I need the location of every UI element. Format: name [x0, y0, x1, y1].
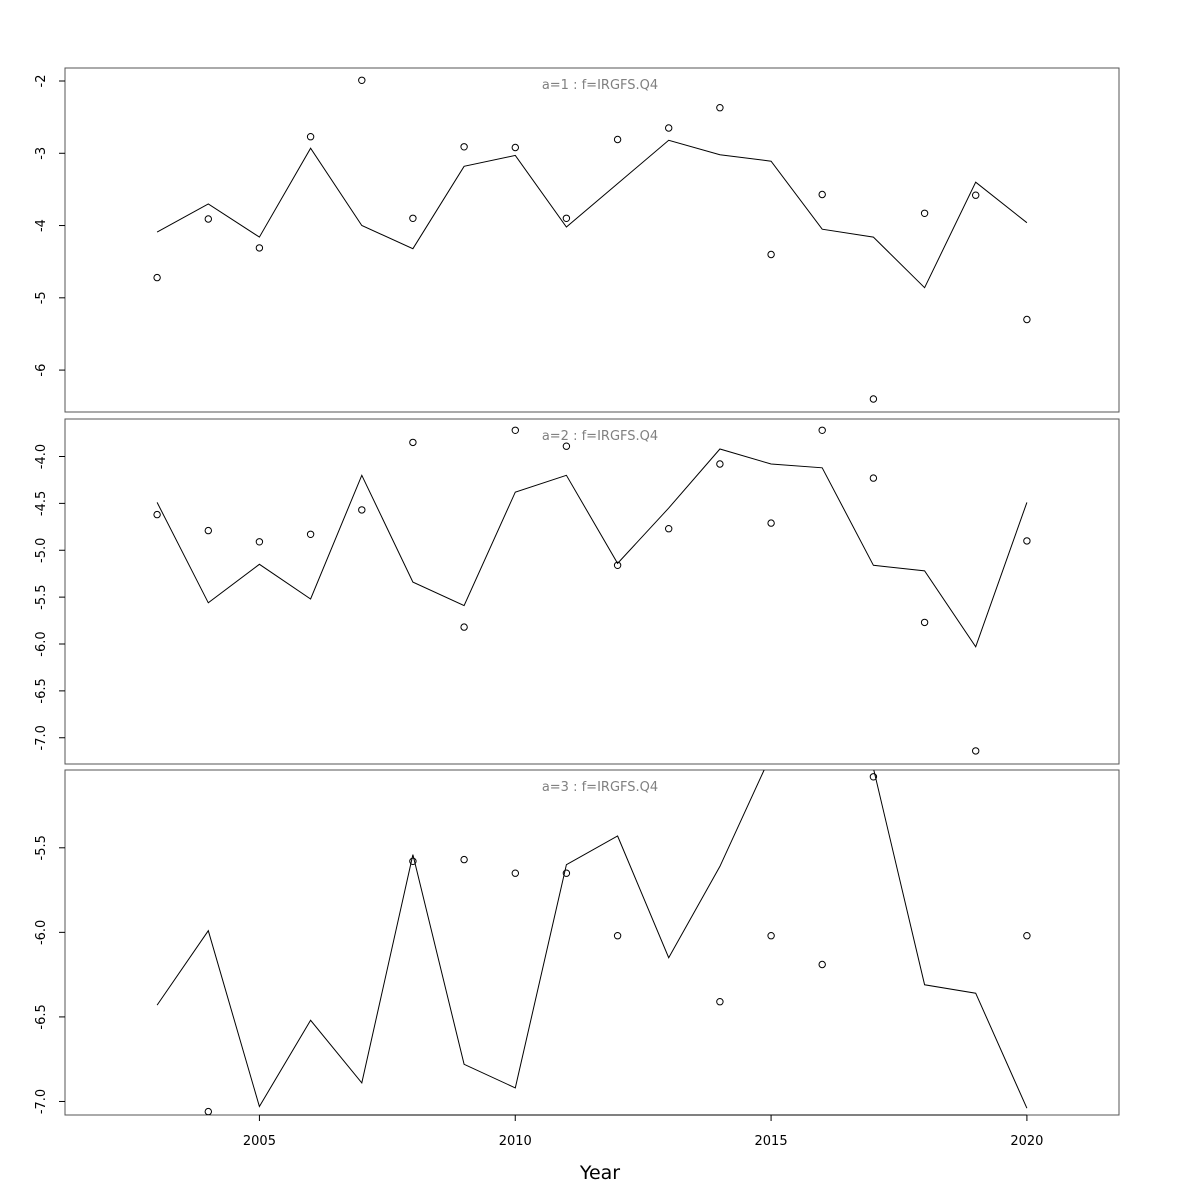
y-tick-label: -3: [34, 147, 49, 160]
y-tick-label: -6.0: [34, 631, 49, 656]
observed-point: [1023, 932, 1031, 940]
observed-point: [613, 135, 622, 144]
panel-frame: [64, 418, 1120, 765]
y-tick-label: -4.5: [34, 491, 49, 516]
observed-point: [511, 426, 519, 434]
y-tick-label: -7.0: [34, 725, 49, 750]
observed-point: [665, 525, 673, 533]
panel-frame: [64, 67, 1120, 413]
observed-point: [1023, 315, 1031, 324]
y-tick-label: -5.5: [34, 835, 49, 860]
y-tick-label: -6.5: [34, 1004, 49, 1029]
observed-point: [255, 538, 264, 546]
observed-point: [511, 869, 519, 877]
observed-point: [460, 623, 468, 631]
observed-point: [562, 869, 571, 877]
observed-point: [665, 124, 673, 132]
observed-point: [204, 1107, 212, 1115]
panel-a2: a=2 : f=IRGFS.Q4 -4.0 -4.5 -5.0 -5.5 -6.0 -6.5…: [34, 418, 1120, 765]
fitted-line: [156, 448, 1028, 648]
observed-point: [306, 530, 315, 538]
y-tick-label: -6.5: [34, 678, 49, 703]
y-tick-label: -2: [34, 75, 49, 88]
y-tick-label: -5.0: [34, 538, 49, 563]
observed-point: [255, 244, 264, 252]
observed-point: [716, 460, 724, 468]
observed-point: [204, 526, 213, 535]
observed-point: [306, 133, 315, 141]
y-tick-label: -4: [34, 219, 49, 232]
observed-point: [716, 998, 724, 1006]
observed-point: [972, 747, 980, 755]
x-tick-label: 2020: [1010, 1134, 1043, 1149]
observed-point: [358, 76, 366, 85]
panel-frame: [64, 769, 1120, 1116]
x-axis: 2005 2010 2015 2020: [243, 1114, 1043, 1149]
observed-point: [1023, 537, 1031, 545]
observed-point: [204, 215, 213, 223]
observed-point: [767, 250, 775, 259]
observed-point: [409, 857, 417, 865]
observed-point: [613, 932, 622, 940]
observed-point: [460, 855, 468, 864]
observed-point: [869, 474, 878, 482]
panel-title: a=3 : f=IRGFS.Q4: [542, 780, 658, 795]
x-tick-label: 2010: [499, 1134, 532, 1149]
observed-point: [972, 191, 980, 199]
observed-point: [153, 273, 161, 282]
y-tick-label: -4.0: [34, 444, 49, 469]
observed-point: [767, 932, 775, 940]
fitted-line: [156, 770, 1028, 1109]
observed-point: [409, 438, 417, 447]
observed-point: [613, 561, 622, 569]
y-tick-label: -5.5: [34, 584, 49, 609]
panel-a1: a=1 : f=IRGFS.Q4 -2 -3 -4 -5 -6: [34, 67, 1120, 413]
panel-title: a=2 : f=IRGFS.Q4: [542, 429, 658, 444]
observed-point: [358, 506, 366, 514]
observed-point: [818, 190, 826, 199]
observed-point: [562, 442, 571, 450]
observed-point: [716, 104, 724, 112]
observed-point: [767, 519, 775, 527]
observed-point: [869, 395, 878, 403]
y-tick-label: -6: [34, 364, 49, 377]
observed-point: [920, 209, 929, 218]
observed-point: [409, 214, 417, 223]
observed-point: [460, 143, 468, 151]
x-tick-label: 2015: [755, 1134, 788, 1149]
y-tick-label: -6.0: [34, 920, 49, 945]
observed-point: [869, 773, 878, 781]
observed-point: [511, 143, 519, 152]
observed-point: [818, 960, 826, 969]
panel-a3: a=3 : f=IRGFS.Q4 -5.5 -6.0 -6.5 -7.0: [34, 769, 1120, 1116]
panel-title: a=1 : f=IRGFS.Q4: [542, 78, 658, 93]
y-tick-label: -7.0: [34, 1089, 49, 1114]
observed-point: [920, 618, 929, 627]
x-tick-label: 2005: [243, 1134, 276, 1149]
y-tick-label: -5: [34, 291, 49, 304]
observed-point: [153, 510, 161, 519]
x-axis-label: Year: [579, 1162, 620, 1184]
fitted-line: [156, 139, 1028, 289]
observed-point: [562, 214, 571, 223]
observed-point: [818, 426, 826, 434]
